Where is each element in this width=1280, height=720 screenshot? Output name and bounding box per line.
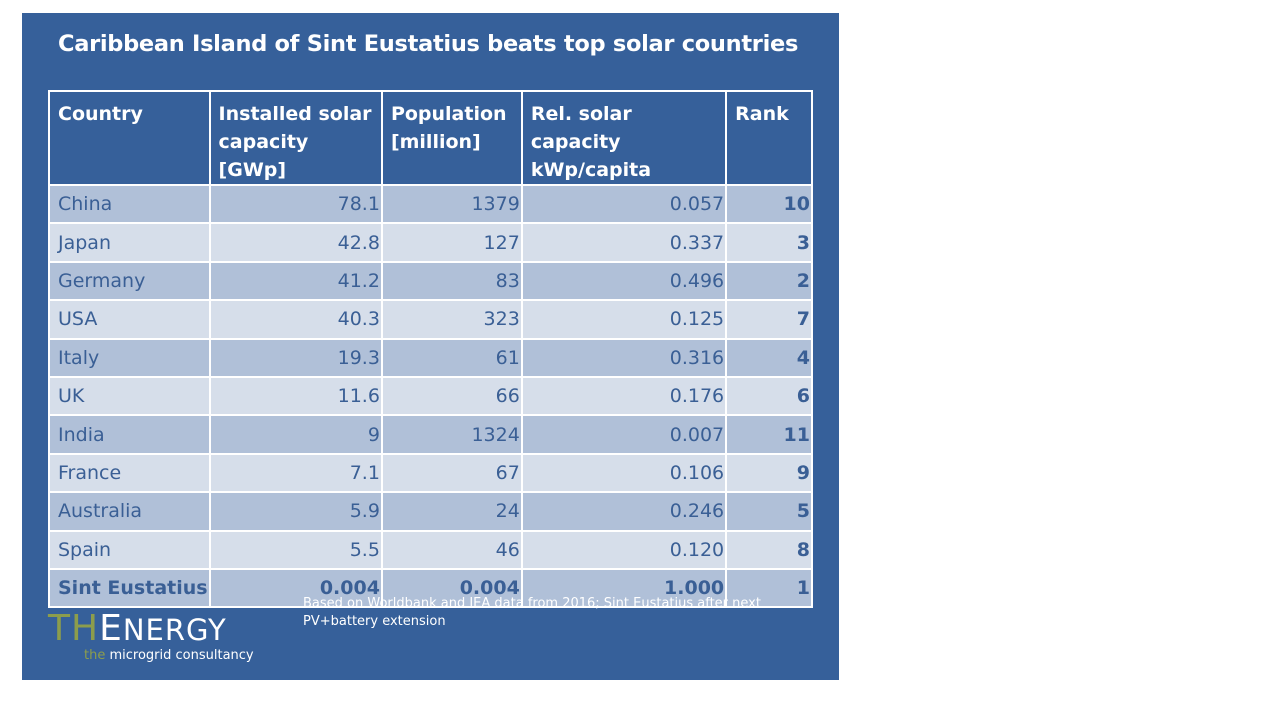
country-cell: Italy [48, 337, 211, 378]
table-row: Australia 5.9 24 0.246 5 [48, 491, 813, 532]
population-cell: 46 [380, 529, 523, 570]
population-cell: 1379 [380, 183, 523, 225]
country-cell: UK [48, 375, 211, 417]
relative-capacity-cell: 0.106 [520, 452, 728, 494]
relative-capacity-cell: 0.125 [520, 299, 728, 340]
table-row: Italy 19.3 61 0.316 4 [48, 337, 813, 378]
table-row: Germany 41.2 83 0.496 2 [48, 260, 813, 302]
table-row: Spain 5.5 46 0.120 8 [48, 529, 813, 570]
capacity-cell: 0.004 [208, 567, 383, 609]
population-cell: 66 [380, 375, 523, 417]
slide-title: Caribbean Island of Sint Eustatius beats… [58, 31, 799, 57]
capacity-cell: 7.1 [208, 452, 383, 494]
relative-capacity-cell: 0.057 [520, 183, 728, 225]
relative-capacity-cell: 0.176 [520, 375, 728, 417]
rank-cell: 8 [725, 529, 813, 570]
capacity-cell: 40.3 [208, 299, 383, 340]
column-header: Country [48, 90, 211, 186]
column-header: Rank [725, 90, 813, 186]
country-cell: Japan [48, 222, 211, 263]
relative-capacity-cell: 0.120 [520, 529, 728, 570]
rank-cell: 6 [725, 375, 813, 417]
population-cell: 323 [380, 299, 523, 340]
rank-cell: 9 [725, 452, 813, 494]
capacity-cell: 41.2 [208, 260, 383, 302]
relative-capacity-cell: 0.007 [520, 414, 728, 455]
column-header: Installed solar capacity [GWp] [208, 90, 383, 186]
population-cell: 67 [380, 452, 523, 494]
capacity-cell: 78.1 [208, 183, 383, 225]
rank-cell: 3 [725, 222, 813, 263]
rank-cell: 1 [725, 567, 813, 609]
table-row: Sint Eustatius 0.004 0.004 1.000 1 [48, 567, 813, 609]
table-row: China 78.1 1379 0.057 10 [48, 183, 813, 225]
table-row: France 7.1 67 0.106 9 [48, 452, 813, 494]
table-row: Japan 42.8 127 0.337 3 [48, 222, 813, 263]
capacity-cell: 42.8 [208, 222, 383, 263]
country-cell: Australia [48, 491, 211, 532]
column-header: Rel. solar capacity kWp/capita [520, 90, 728, 186]
capacity-cell: 5.9 [208, 491, 383, 532]
rank-cell: 7 [725, 299, 813, 340]
country-cell: Sint Eustatius [48, 567, 211, 609]
relative-capacity-cell: 0.496 [520, 260, 728, 302]
table-header-row: Country Installed solar capacity [GWp] Popu… [48, 90, 813, 186]
rank-cell: 11 [725, 414, 813, 455]
country-cell: India [48, 414, 211, 455]
rank-cell: 5 [725, 491, 813, 532]
table-row: India 9 1324 0.007 11 [48, 414, 813, 455]
table-row: UK 11.6 66 0.176 6 [48, 375, 813, 417]
population-cell: 1324 [380, 414, 523, 455]
rank-cell: 10 [725, 183, 813, 225]
population-cell: 24 [380, 491, 523, 532]
column-header: Population [million] [380, 90, 523, 186]
source-note: Based on Worldbank and IEA data from 201… [303, 596, 761, 629]
population-cell: 61 [380, 337, 523, 378]
population-cell: 127 [380, 222, 523, 263]
country-cell: Germany [48, 260, 211, 302]
solar-table: Country Installed solar capacity [GWp] Popu… [48, 90, 813, 609]
capacity-cell: 9 [208, 414, 383, 455]
table-row: USA 40.3 323 0.125 7 [48, 299, 813, 340]
population-cell: 83 [380, 260, 523, 302]
thenergy-logo: THENERGY the microgrid consultancy [48, 608, 254, 664]
relative-capacity-cell: 0.246 [520, 491, 728, 532]
relative-capacity-cell: 0.337 [520, 222, 728, 263]
country-cell: France [48, 452, 211, 494]
country-cell: China [48, 183, 211, 225]
capacity-cell: 19.3 [208, 337, 383, 378]
rank-cell: 4 [725, 337, 813, 378]
relative-capacity-cell: 1.000 [520, 567, 728, 609]
capacity-cell: 5.5 [208, 529, 383, 570]
country-cell: Spain [48, 529, 211, 570]
population-cell: 0.004 [380, 567, 523, 609]
slide: Caribbean Island of Sint Eustatius beats… [22, 13, 839, 680]
relative-capacity-cell: 0.316 [520, 337, 728, 378]
rank-cell: 2 [725, 260, 813, 302]
capacity-cell: 11.6 [208, 375, 383, 417]
country-cell: USA [48, 299, 211, 340]
